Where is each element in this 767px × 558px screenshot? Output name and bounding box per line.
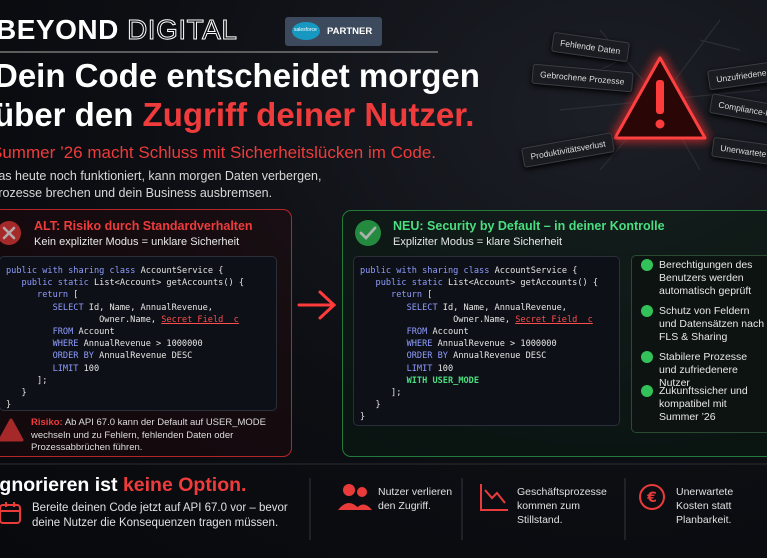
brand-a: BEYOND xyxy=(0,14,119,45)
code-line: } xyxy=(6,400,12,411)
code-line: LIMIT 100 xyxy=(52,363,100,374)
code-line: Owner.Name, Secret_Field__c xyxy=(360,314,593,325)
brand-b: DIGITAL xyxy=(127,14,238,46)
code-line: FROM Account xyxy=(406,327,469,338)
impact: Nutzer verlieren den Zugriff. xyxy=(378,486,453,512)
warning-dot xyxy=(655,119,665,129)
code-line: public with sharing class AccountService… xyxy=(6,266,224,276)
euro-sign: € xyxy=(646,490,657,506)
chart-down-icon xyxy=(480,484,508,511)
code-line: ORDER BY AnnualRevenue DESC xyxy=(52,351,193,362)
code-line: SELECT Id, Name, AnnualRevenue, xyxy=(406,302,567,313)
risk-icon xyxy=(0,418,24,442)
card-subtitle: Kein expliziter Modus = unklare Sicherhe… xyxy=(34,236,240,248)
euro-icon xyxy=(639,484,665,510)
warning-bar xyxy=(656,80,664,114)
check-mark xyxy=(359,226,377,241)
code-line: WHERE AnnualRevenue > 1000000 xyxy=(52,339,203,350)
footer-title: Ignorieren ist keine Option. xyxy=(0,474,246,497)
code-line: ]; xyxy=(6,375,48,386)
benefit: Zukunftssicher und kompatibel mit Summer… xyxy=(659,385,748,423)
card-subtitle: Expliziter Modus = klare Sicherheit xyxy=(393,236,563,248)
intro: Was heute noch funktioniert, kann morgen… xyxy=(0,169,322,183)
risk-note: Risiko: Ab API 67.0 kann der Default auf… xyxy=(31,417,281,455)
card-title: ALT: Risiko durch Standardverhalten xyxy=(34,219,253,233)
code-line: ORDER BY AnnualRevenue DESC xyxy=(406,351,547,362)
impact: Unerwartete Kosten statt Planbarkeit. xyxy=(676,486,734,526)
code-line: WITH USER_MODE xyxy=(406,375,480,386)
benefit-icon xyxy=(641,259,653,271)
calendar-icon xyxy=(0,502,21,524)
code-line: public static List<Account> getAccounts(… xyxy=(21,278,245,289)
intro: Prozesse brechen und dein Business ausbr… xyxy=(0,186,273,200)
headline: über den Zugriff deiner Nutzer. xyxy=(0,96,474,134)
badge-text: PARTNER xyxy=(327,26,373,37)
code-line: } xyxy=(360,400,381,411)
check-icon xyxy=(355,220,381,246)
badge-logo: salesforce xyxy=(294,27,317,33)
impact: Geschäftsprozesse kommen zum Stillstand. xyxy=(517,486,607,526)
headline-highlight: Zugriff deiner Nutzer. xyxy=(142,96,475,133)
code-line: return [ xyxy=(391,290,433,301)
users-icon xyxy=(338,484,372,510)
code-line: public with sharing class AccountService… xyxy=(360,266,578,276)
subhead: Summer ’26 macht Schluss mit Sicherheits… xyxy=(0,143,436,162)
benefit: Berechtigungen des Benutzers werden auto… xyxy=(659,259,753,297)
salesforce-cloud xyxy=(292,22,320,40)
headline: Dein Code entscheidet morgen xyxy=(0,57,480,94)
arrow xyxy=(297,290,337,320)
benefit-icon xyxy=(641,385,653,397)
footer-title-text: Ignorieren ist xyxy=(0,474,118,496)
code-line: public static List<Account> getAccounts(… xyxy=(375,278,599,289)
x-mark xyxy=(2,226,16,240)
risk-label: Risiko: xyxy=(31,417,63,428)
headline-text: über den xyxy=(0,96,134,133)
code-line: LIMIT 100 xyxy=(406,363,454,374)
code-block: public with sharing class AccountService… xyxy=(0,256,277,411)
risk-text: Ab API 67.0 kann der Default auf USER_MO… xyxy=(31,417,267,453)
brand: BEYOND DIGITAL xyxy=(0,14,237,46)
code-block: public with sharing class AccountService… xyxy=(353,256,620,426)
code-line: SELECT Id, Name, AnnualRevenue, xyxy=(52,302,213,313)
benefit-icon xyxy=(641,305,653,317)
benefit-icon xyxy=(641,351,653,363)
code-line: Owner.Name, Secret_Field__c xyxy=(6,314,239,325)
benefit: Stabilere Prozesse und zufriedenere Nutz… xyxy=(659,351,748,389)
code-line: return [ xyxy=(37,290,79,301)
code-line: FROM Account xyxy=(52,327,115,338)
code-line: WHERE AnnualRevenue > 1000000 xyxy=(406,339,557,350)
code-line: ]; xyxy=(360,388,402,399)
benefit: Schutz von Feldern und Datensätzen nach … xyxy=(659,305,765,343)
cta: Bereite deinen Code jetzt auf API 67.0 v… xyxy=(32,502,288,529)
code-line: } xyxy=(6,388,27,399)
card-title: NEU: Security by Default – in deiner Kon… xyxy=(393,219,665,233)
footer-title-highlight: keine Option. xyxy=(122,474,247,496)
code-line: } xyxy=(360,412,366,423)
benefits-box xyxy=(631,255,767,433)
